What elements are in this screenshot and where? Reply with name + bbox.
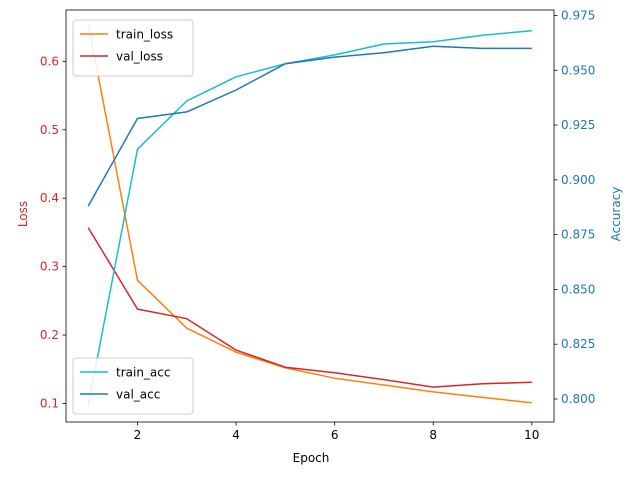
left-tick-label: 0.6 <box>40 54 59 68</box>
left-tick-label: 0.5 <box>40 123 59 137</box>
x-tick-label: 8 <box>429 428 437 442</box>
right-tick-label: 0.800 <box>561 392 595 406</box>
right-tick-label: 0.900 <box>561 173 595 187</box>
right-tick-label: 0.950 <box>561 63 595 77</box>
series-line-val_acc <box>87 45 532 207</box>
left-axis-label: Loss <box>16 201 30 227</box>
legend-loss[interactable]: train_loss val_loss <box>72 19 194 77</box>
legend-label-train_loss: train_loss <box>116 28 173 42</box>
legend-label-val_acc: val_acc <box>116 388 160 402</box>
left-tick-label: 0.3 <box>40 260 59 274</box>
left-tick-label: 0.4 <box>40 191 59 205</box>
right-axis-label: Accuracy <box>609 187 623 242</box>
left-tick-label: 0.1 <box>40 397 59 411</box>
x-axis-label: Epoch <box>293 451 330 465</box>
right-tick-label: 0.825 <box>561 337 595 351</box>
x-tick-label: 6 <box>331 428 339 442</box>
series-line-train_acc <box>87 30 532 406</box>
x-tick-label: 2 <box>134 428 142 442</box>
series-line-train_loss <box>87 23 532 404</box>
legend-accuracy[interactable]: train_acc val_acc <box>72 357 194 415</box>
plot-area <box>87 23 532 406</box>
plot-frame <box>65 9 555 423</box>
series-line-val_loss <box>87 227 532 388</box>
legend-label-val_loss: val_loss <box>116 50 163 64</box>
x-tick-label: 4 <box>232 428 240 442</box>
right-tick-label: 0.875 <box>561 228 595 242</box>
right-tick-label: 0.975 <box>561 8 595 22</box>
right-tick-label: 0.925 <box>561 118 595 132</box>
axes: 2 4 6 8 10 0.1 0.2 0.3 0.4 0.5 0.6 0.800 0.825 0.850 0… <box>40 8 595 442</box>
x-tick-label: 10 <box>524 428 539 442</box>
legend-label-train_acc: train_acc <box>116 366 170 380</box>
right-tick-label: 0.850 <box>561 282 595 296</box>
left-tick-label: 0.2 <box>40 328 59 342</box>
